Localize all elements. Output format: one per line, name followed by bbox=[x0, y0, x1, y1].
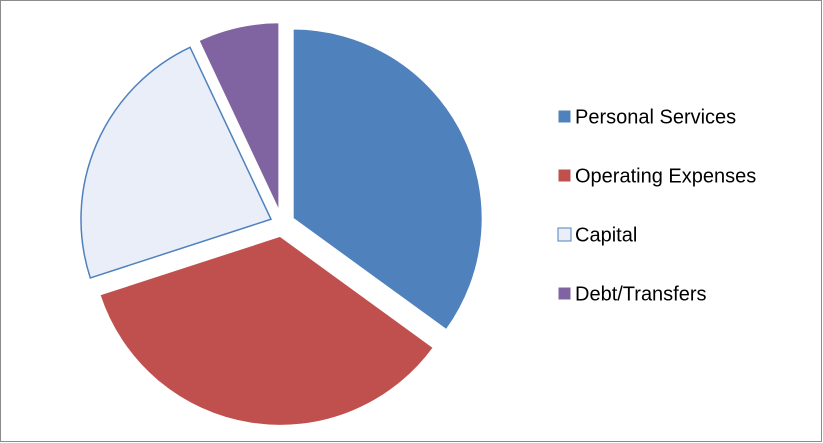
pie-slice bbox=[291, 27, 484, 332]
legend-swatch bbox=[557, 286, 572, 301]
pie-slice bbox=[80, 46, 273, 279]
legend-label: Capital bbox=[575, 224, 637, 246]
legend-label: Operating Expenses bbox=[575, 165, 756, 187]
pie-slice bbox=[98, 234, 436, 427]
pie-slice bbox=[197, 21, 281, 213]
legend-label: Debt/Transfers bbox=[575, 283, 707, 305]
legend-swatch bbox=[557, 227, 572, 242]
legend-swatch bbox=[557, 168, 572, 183]
legend-label: Personal Services bbox=[575, 106, 736, 128]
legend-swatch bbox=[557, 109, 572, 124]
